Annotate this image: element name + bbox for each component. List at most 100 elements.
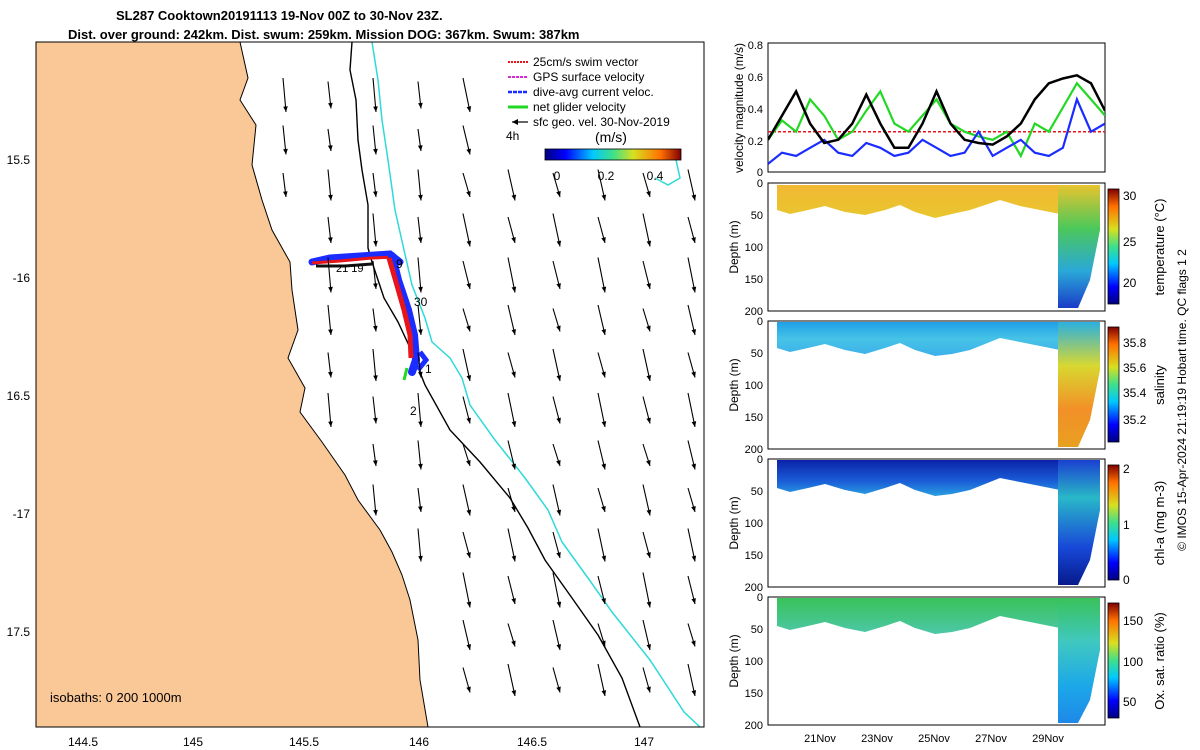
depth-tick: 100 xyxy=(745,242,763,254)
arrowhead-icon xyxy=(328,102,333,109)
arrowhead-icon xyxy=(601,286,607,293)
series-line-dive-avg-current-veloc xyxy=(768,96,1105,165)
velocity-arrow xyxy=(462,77,471,113)
velocity-series xyxy=(768,73,1105,165)
depth-ylabel: Depth (m) xyxy=(727,496,741,549)
arrowhead-icon xyxy=(646,460,651,466)
arrowhead-icon xyxy=(646,240,652,247)
arrowhead-icon xyxy=(691,421,697,427)
arrowhead-icon xyxy=(556,686,561,693)
arrowhead-icon xyxy=(556,601,562,608)
arrowhead-icon xyxy=(556,240,562,247)
arrowhead-icon xyxy=(418,371,423,378)
arrowhead-icon xyxy=(373,509,378,516)
speed-colorbar xyxy=(544,148,682,161)
velocity-arrow xyxy=(327,392,332,428)
arrowhead-icon xyxy=(646,191,651,197)
velocity-arrow xyxy=(417,392,422,428)
arrowhead-icon xyxy=(646,509,652,516)
arrowhead-icon xyxy=(556,552,561,558)
cb-tick: 35.8 xyxy=(1123,336,1147,350)
depth-tick: 150 xyxy=(745,688,763,700)
map-ytick: 15.5 xyxy=(7,153,31,167)
oxygen-panel xyxy=(767,596,1120,726)
arrowhead-icon xyxy=(646,552,651,558)
arrowhead-icon xyxy=(556,644,561,650)
section-frame xyxy=(767,320,1106,450)
arrowhead-icon xyxy=(511,463,516,470)
depth-tick: 200 xyxy=(745,444,763,456)
day-label-30: 30 xyxy=(414,295,428,309)
oxygen-section-fill xyxy=(777,598,1060,634)
velocity-ylabel: velocity magnitude (m/s) xyxy=(732,43,746,173)
oxygen-cblabel: Ox. sat. ratio (%) xyxy=(1152,612,1167,710)
day-label-1: 1 xyxy=(425,362,432,376)
chla-colorbar xyxy=(1107,464,1120,581)
arrowhead-icon xyxy=(418,506,423,512)
arrowhead-icon xyxy=(418,237,423,243)
salinity-section-fill xyxy=(777,322,1060,356)
arrowhead-icon xyxy=(646,375,652,381)
chart-title-line1: SL287 Cooktown20191113 19-Nov 00Z to 30-… xyxy=(116,8,443,23)
map-ytick: -17 xyxy=(13,507,31,521)
cb-tick: 35.2 xyxy=(1123,413,1147,427)
velocity-arrow xyxy=(507,528,516,562)
arrowhead-icon xyxy=(466,460,471,466)
arrowhead-icon xyxy=(466,325,471,332)
salinity-deep-cast xyxy=(1058,322,1100,447)
colorbar-tick: 0.4 xyxy=(647,169,664,183)
velocity-arrow xyxy=(417,257,422,293)
velocity-arrow xyxy=(687,528,696,562)
arrowhead-icon xyxy=(556,325,561,332)
arrowhead-icon xyxy=(328,421,333,427)
day-label-2: 2 xyxy=(410,404,417,418)
velocity-arrow xyxy=(462,213,471,247)
depth-tick: 100 xyxy=(745,518,763,530)
arrowhead-icon xyxy=(418,421,423,427)
arrowhead-icon xyxy=(418,329,423,335)
day-label-9: 9 xyxy=(396,257,403,271)
arrowhead-icon xyxy=(691,555,697,562)
arrowhead-icon xyxy=(601,421,607,427)
velocity-arrow xyxy=(642,213,651,247)
depth-tick: 0 xyxy=(757,178,763,190)
arrowhead-icon xyxy=(691,690,697,696)
time-tick: 29Nov xyxy=(1032,733,1064,745)
temperature-panel xyxy=(767,182,1120,312)
arrowhead-icon xyxy=(691,506,696,512)
depth-tick: 150 xyxy=(745,274,763,286)
arrowhead-icon xyxy=(556,283,561,289)
arrowhead-icon xyxy=(601,463,606,470)
arrowhead-icon xyxy=(466,240,472,247)
series-line-sfc-geo-speed-black xyxy=(768,73,1105,150)
velocity-panel: 0.8 0.6 0.4 0.2 0 velocity magnitude (m/… xyxy=(732,40,1106,179)
arrowhead-icon xyxy=(466,417,471,424)
section-frame xyxy=(767,596,1106,726)
arrowhead-icon xyxy=(418,194,423,201)
arrowhead-icon xyxy=(601,640,606,647)
map-ytick: 17.5 xyxy=(7,625,31,639)
arrowhead-icon xyxy=(556,509,562,516)
depth-ylabel: Depth (m) xyxy=(727,634,741,687)
velocity-arrow xyxy=(507,257,516,293)
arrowhead-icon xyxy=(418,555,423,562)
arrowhead-icon xyxy=(466,686,471,693)
arrowhead-icon xyxy=(511,194,517,201)
arrowhead-icon xyxy=(646,417,651,424)
arrowhead-icon xyxy=(373,148,378,155)
arrowhead-icon xyxy=(691,371,696,378)
arrowhead-icon xyxy=(691,598,696,604)
temperature-colorbar xyxy=(1107,188,1120,305)
velocity-arrow xyxy=(372,77,377,113)
velocity-arrow xyxy=(687,392,696,428)
velocity-arrow xyxy=(507,392,516,428)
colorbar-tick: 0.2 xyxy=(598,169,615,183)
arrowhead-icon xyxy=(373,417,378,424)
surface-velocity-arrows xyxy=(282,77,697,697)
map-xtick: 145.5 xyxy=(289,735,319,749)
arrowhead-icon xyxy=(601,371,606,378)
cb-tick: 100 xyxy=(1123,655,1143,669)
arrowhead-icon xyxy=(466,644,471,650)
arrowhead-icon xyxy=(328,286,333,293)
chla-panel xyxy=(767,458,1120,588)
